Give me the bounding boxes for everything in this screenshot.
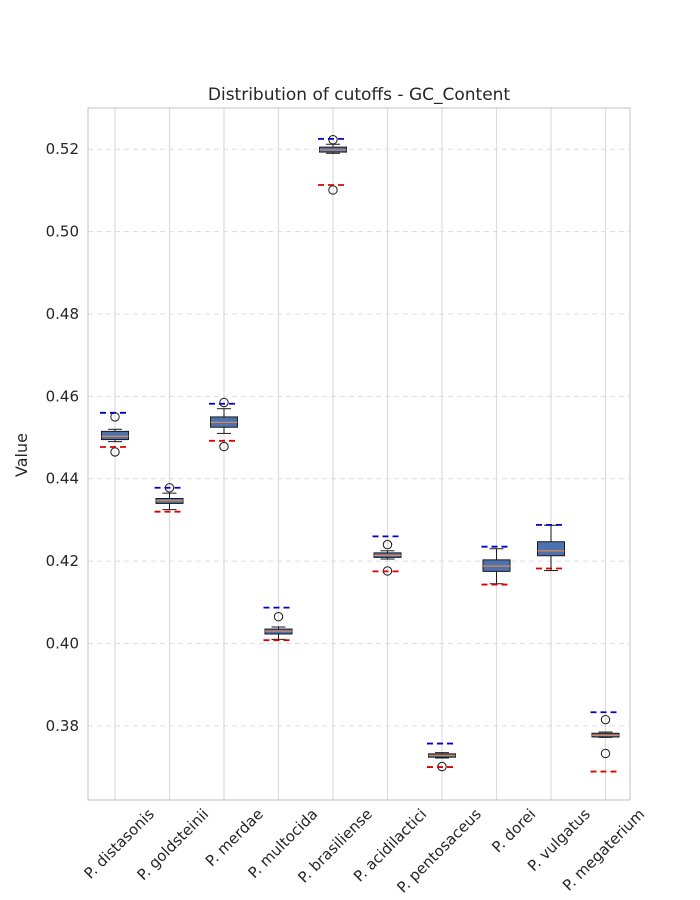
y-tick-label: 0.52 bbox=[46, 140, 79, 158]
chart-title: Distribution of cutoffs - GC_Content bbox=[208, 85, 511, 105]
y-tick-label: 0.48 bbox=[46, 305, 79, 323]
box bbox=[101, 430, 129, 441]
y-tick-label: 0.44 bbox=[46, 470, 79, 488]
outlier-point bbox=[382, 539, 393, 550]
y-tick-label: 0.38 bbox=[46, 717, 79, 735]
box-group bbox=[263, 606, 294, 642]
y-tick-label: 0.42 bbox=[46, 552, 79, 570]
marks-layer bbox=[100, 135, 621, 773]
outlier-point bbox=[273, 612, 284, 622]
outlier-point bbox=[600, 748, 611, 759]
ticks-layer: 0.380.400.420.440.460.480.500.52P. dista… bbox=[46, 140, 649, 896]
box-group bbox=[209, 397, 239, 452]
box-group bbox=[590, 711, 621, 773]
box bbox=[537, 541, 565, 557]
box-group bbox=[100, 411, 130, 457]
x-tick-label: P. dorei bbox=[488, 805, 539, 856]
outlier-point bbox=[219, 441, 229, 452]
y-tick-label: 0.40 bbox=[46, 634, 79, 652]
y-tick-label: 0.46 bbox=[46, 387, 79, 405]
box-group bbox=[318, 135, 348, 195]
y-axis-label: Value bbox=[12, 433, 31, 477]
outlier-point bbox=[600, 714, 611, 725]
box-group bbox=[427, 742, 457, 772]
grid-layer bbox=[88, 108, 630, 800]
box-group bbox=[481, 545, 512, 586]
plot-frame bbox=[87, 107, 631, 801]
box-group bbox=[154, 483, 185, 513]
outlier-point bbox=[219, 397, 229, 408]
box-group bbox=[372, 535, 403, 576]
y-tick-label: 0.50 bbox=[46, 223, 79, 241]
box-group bbox=[536, 523, 566, 572]
